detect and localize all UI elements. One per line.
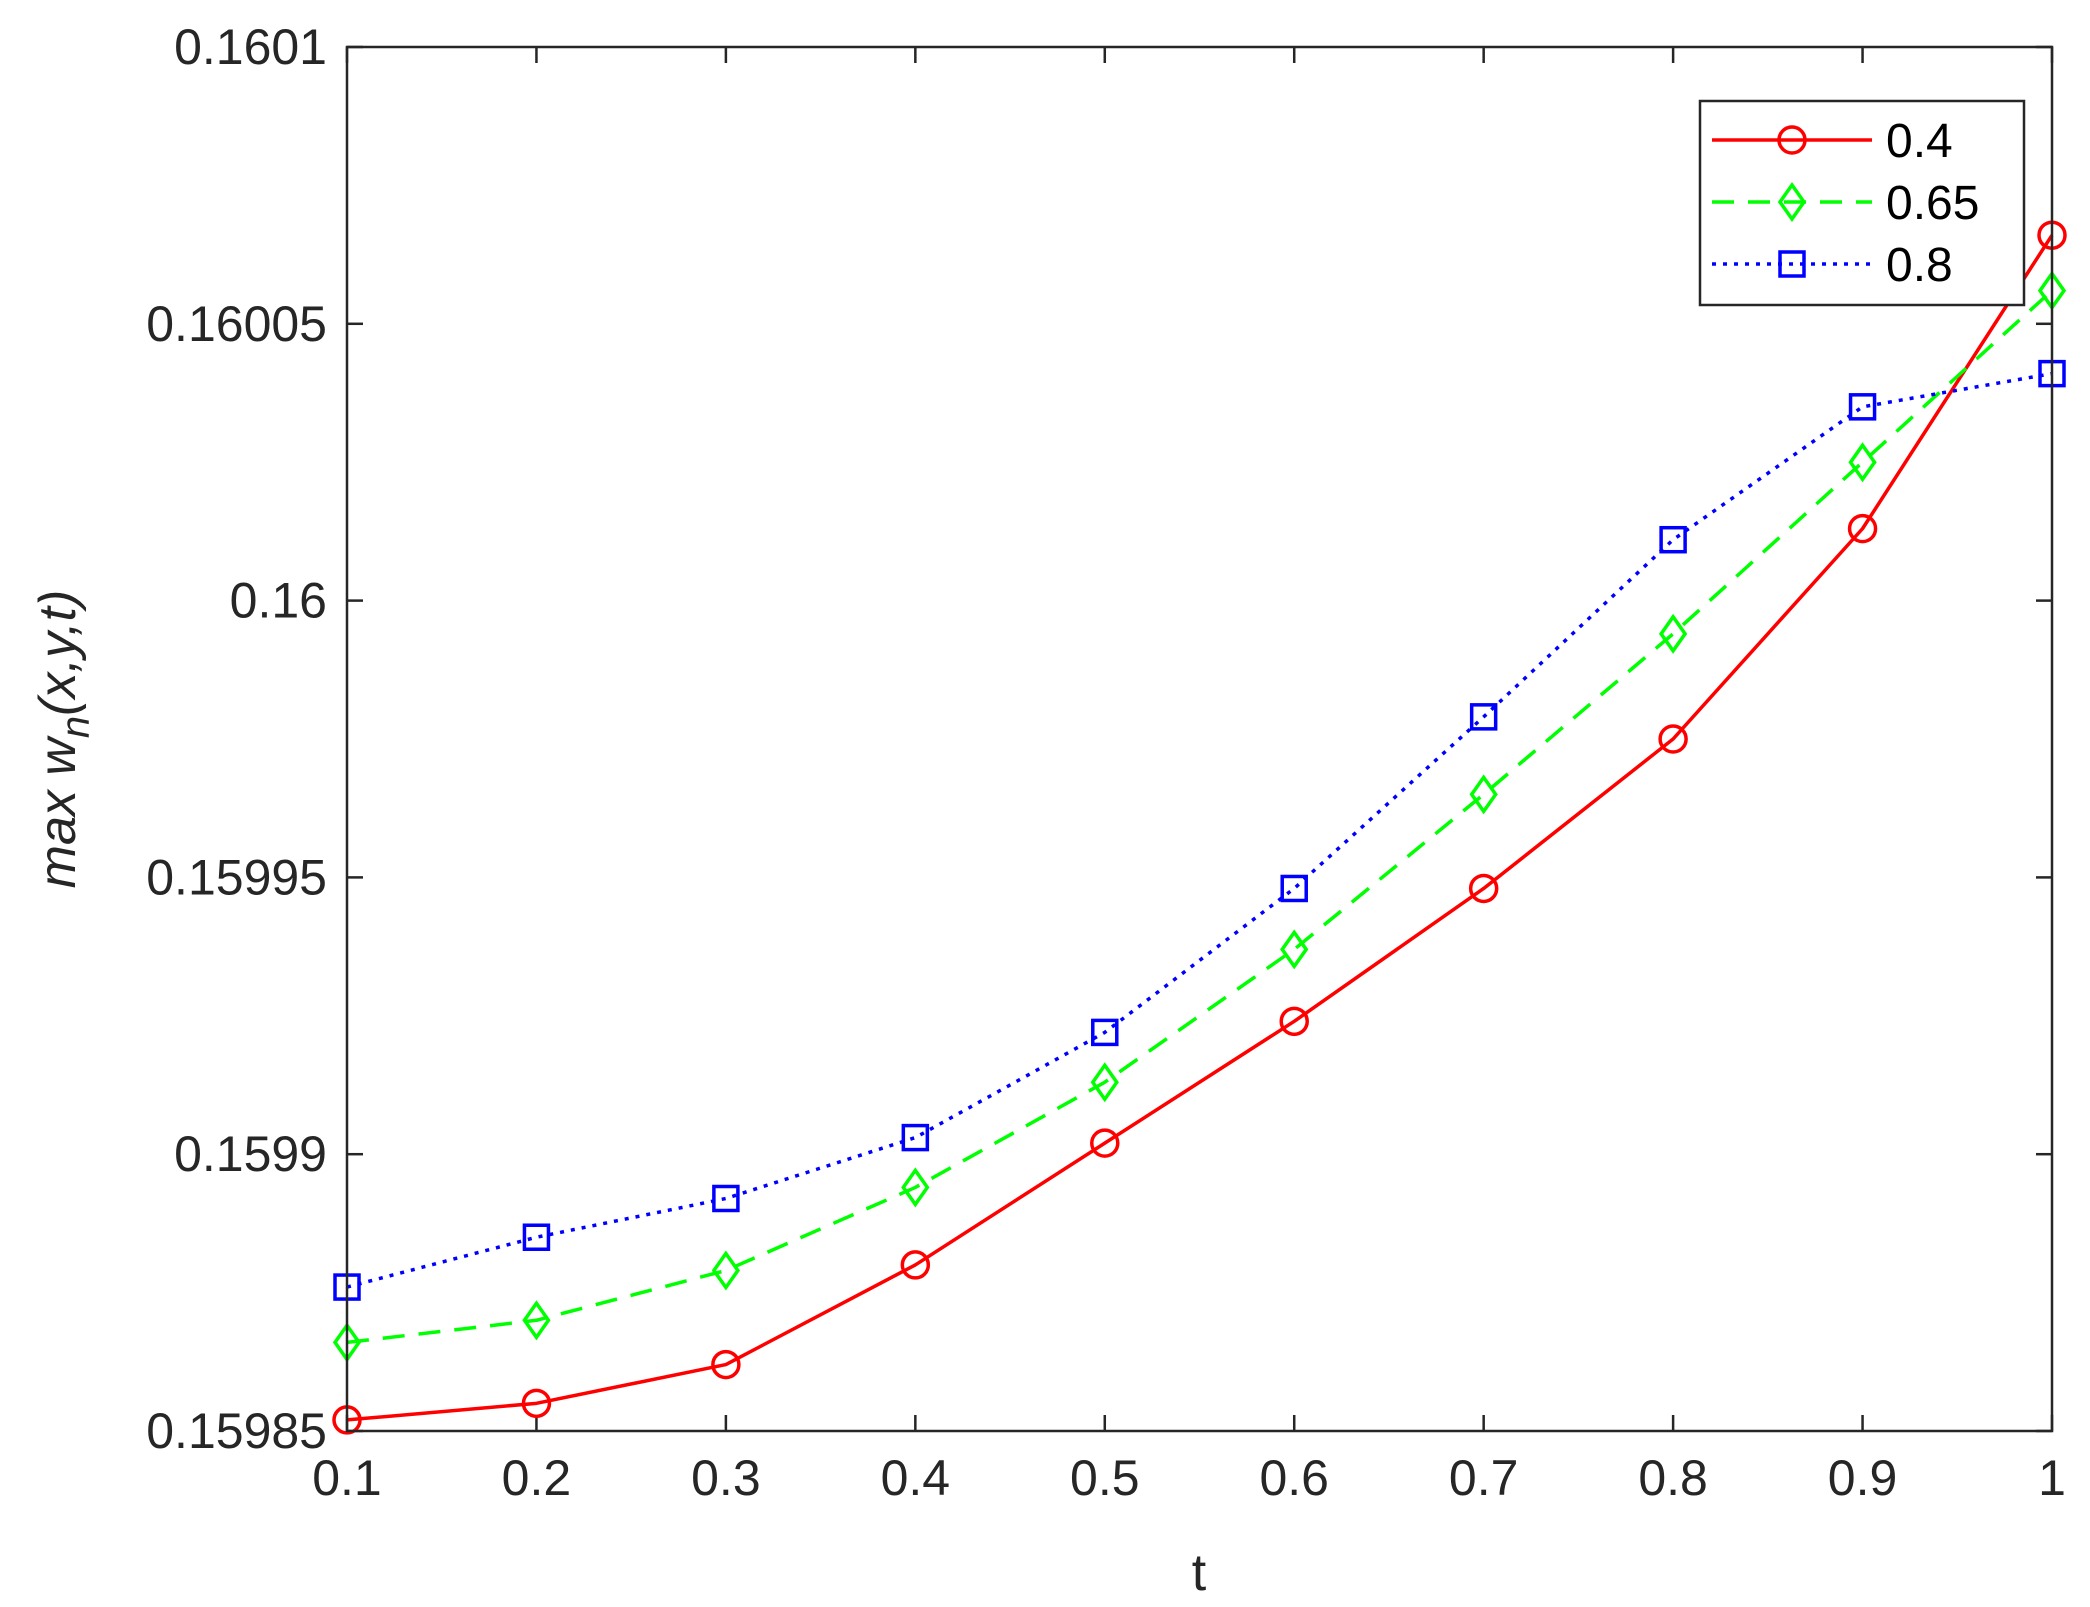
y-tick-label-5: 0.1601 [174, 19, 327, 75]
series-0-point-7 [1658, 724, 1688, 754]
legend-label-2: 0.8 [1886, 239, 1953, 292]
y-axis-ticks: 0.15985 0.1599 0.15995 0.16 0.16005 0.1601 [146, 19, 2052, 1459]
y-tick-label-1: 0.1599 [174, 1126, 327, 1182]
x-tick-label-5: 0.6 [1259, 1450, 1329, 1506]
series-2-point-2 [712, 1184, 740, 1213]
y-tick-label-0: 0.15985 [146, 1403, 327, 1459]
series-0-point-6 [1468, 873, 1499, 904]
series-1 [332, 270, 2067, 1363]
series-1-point-6 [1469, 774, 1498, 815]
x-axis-label: t [1192, 1544, 1207, 1602]
series-2-point-8 [1848, 393, 1877, 421]
series-1-point-1 [522, 1300, 551, 1341]
x-tick-label-1: 0.2 [502, 1450, 572, 1506]
y-axis-label-prefix: max w [29, 735, 87, 889]
series-1-point-2 [711, 1250, 741, 1291]
series-2-point-7 [1659, 525, 1687, 554]
x-axis-ticks: 0.1 0.2 0.3 0.4 0.5 0.6 0.7 0.8 0.9 1 [312, 47, 2066, 1506]
series-line-1 [346, 289, 2054, 1345]
series-line-2 [346, 371, 2053, 1289]
series-line-0 [346, 234, 2054, 1422]
series-0-point-1 [521, 1388, 552, 1419]
series-0 [332, 220, 2067, 1435]
legend: 0.4 0.65 0.8 [1698, 99, 2026, 307]
series-2-point-3 [901, 1123, 930, 1152]
legend-label-1: 0.65 [1886, 177, 1979, 230]
x-tick-label-8: 0.9 [1828, 1450, 1898, 1506]
series-0-point-2 [711, 1349, 741, 1380]
y-axis-label-subscript: n [54, 716, 98, 738]
series-2-point-6 [1469, 703, 1498, 731]
series-0-point-5 [1279, 1006, 1309, 1037]
y-axis-label: max wn(x,y,t) [29, 590, 98, 889]
x-tick-label-3: 0.4 [881, 1450, 951, 1506]
series-0-point-8 [1847, 513, 1878, 544]
series-0-point-3 [900, 1250, 931, 1280]
x-tick-label-9: 1 [2038, 1450, 2066, 1506]
x-tick-label-7: 0.8 [1638, 1450, 1708, 1506]
series-layer [332, 220, 2067, 1435]
series-2-point-5 [1280, 874, 1308, 903]
series-0-point-4 [1090, 1128, 1120, 1158]
legend-marker-1 [1777, 181, 1807, 223]
legend-label-0: 0.4 [1886, 115, 1953, 168]
x-tick-label-2: 0.3 [691, 1450, 761, 1506]
y-tick-label-2: 0.15995 [146, 849, 327, 905]
series-1-point-8 [1848, 442, 1877, 483]
y-axis-label-suffix: (x,y,t) [29, 590, 87, 716]
legend-marker-2 [1778, 250, 1806, 278]
legend-marker-0 [1777, 125, 1807, 155]
axes-box [345, 45, 2054, 1433]
series-1-point-3 [901, 1167, 930, 1208]
x-tick-label-0: 0.1 [312, 1450, 382, 1506]
series-2-point-4 [1091, 1018, 1119, 1047]
series-1-point-4 [1090, 1062, 1119, 1103]
x-tick-label-4: 0.5 [1070, 1450, 1140, 1506]
series-2-point-1 [522, 1223, 551, 1251]
y-tick-label-3: 0.16 [230, 573, 327, 629]
y-tick-label-4: 0.16005 [146, 296, 327, 352]
x-tick-label-6: 0.7 [1449, 1450, 1519, 1506]
series-1-point-7 [1658, 613, 1688, 654]
series-1-point-5 [1280, 929, 1309, 970]
